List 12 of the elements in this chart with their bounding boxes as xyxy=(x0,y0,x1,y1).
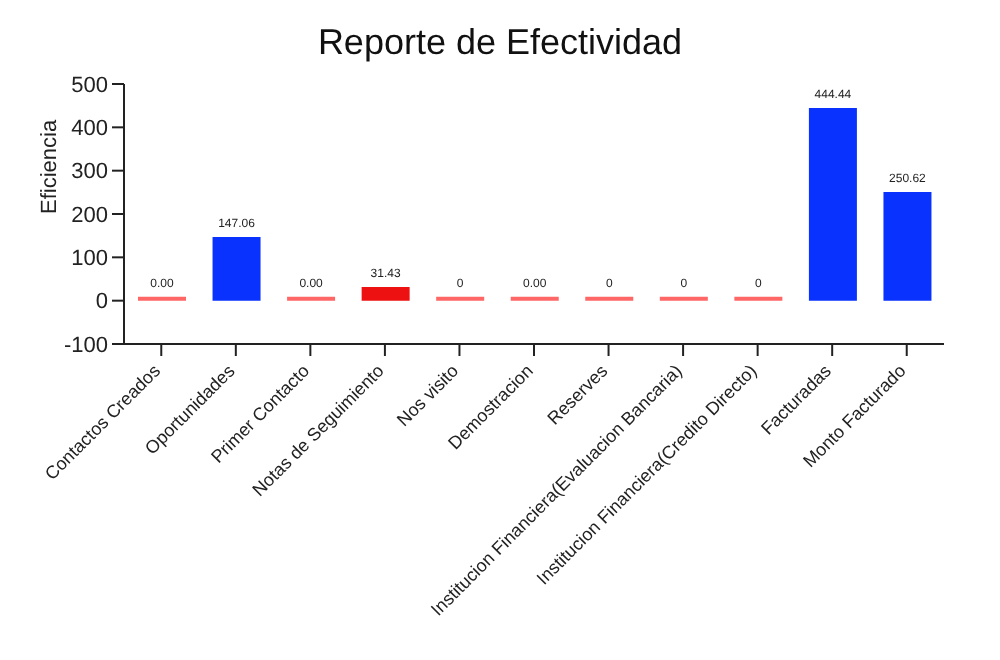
y-tick-label: 300 xyxy=(71,160,108,185)
chart-title: Reporte de Efectividad xyxy=(315,20,685,66)
y-tick-label: 0 xyxy=(95,290,108,315)
bar xyxy=(808,108,857,301)
y-tick-label: -100 xyxy=(63,333,108,358)
bar xyxy=(212,236,261,301)
bar xyxy=(883,192,932,301)
y-tick-label: 200 xyxy=(71,203,108,228)
y-axis-title: Eficiencia xyxy=(37,118,62,214)
y-tick-label: 500 xyxy=(71,73,108,98)
y-tick-label: 100 xyxy=(71,247,108,272)
y-tick-label: 400 xyxy=(71,117,108,142)
